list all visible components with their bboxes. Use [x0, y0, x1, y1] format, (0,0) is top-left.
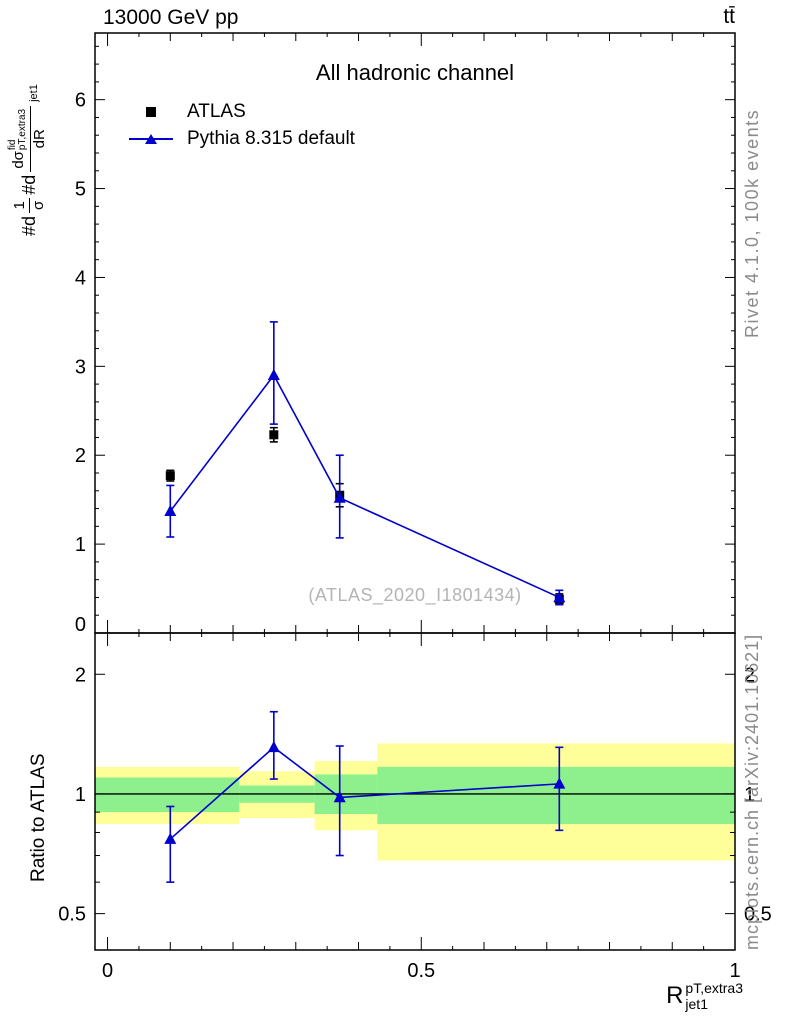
svg-text:0.5: 0.5 [744, 904, 772, 926]
legend-pythia-label: Pythia 8.315 default [187, 127, 355, 149]
legend-entry-pythia: Pythia 8.315 default [128, 125, 355, 152]
ratio-y-axis-label: Ratio to ATLAS [28, 753, 49, 883]
x-axis-label: R pT,extra3 jet1 [95, 980, 743, 1012]
svg-text:1: 1 [744, 784, 755, 806]
atlas-data-series [165, 426, 564, 606]
svg-text:0.5: 0.5 [407, 960, 435, 982]
atlas-square-icon [128, 105, 174, 119]
axis-ticks [95, 33, 736, 950]
data-point-triangle [164, 504, 177, 517]
svg-text:4: 4 [75, 267, 86, 289]
svg-text:2: 2 [75, 664, 86, 686]
green-band [377, 766, 735, 825]
legend-atlas-label: ATLAS [187, 100, 246, 122]
data-point-square [165, 471, 175, 481]
x-axis-label-sup: pT,extra3 [685, 980, 743, 996]
data-point-triangle [267, 740, 280, 753]
svg-text:3: 3 [75, 356, 86, 378]
pythia-line-triangle-icon [128, 132, 174, 146]
data-point-triangle [267, 368, 280, 381]
analysis-id-watermark: (ATLAS_2020_I1801434) [308, 585, 522, 605]
legend: ATLAS Pythia 8.315 default [128, 98, 355, 152]
main-y-axis-label: #d 1 σ #d dσ fid pT,extra3 dR jet1 [7, 84, 48, 236]
pythia-data-series [164, 321, 566, 606]
axis-tick-labels: 0 1 2 3 4 5 6 0.5 0.5 1 1 2 2 0 0.5 1 [58, 90, 772, 982]
svg-text:2: 2 [75, 445, 86, 467]
svg-text:1: 1 [75, 534, 86, 556]
x-axis-label-scripts: pT,extra3 jet1 [685, 980, 743, 1012]
svg-text:5: 5 [75, 179, 86, 201]
x-axis-label-base: R [666, 982, 684, 1010]
ylabel-fraction-1: 1 σ [11, 198, 47, 213]
ylabel-prefix: #d [18, 215, 39, 236]
data-point-triangle [333, 790, 346, 803]
plot-title: All hadronic channel [315, 60, 515, 85]
beam-energy-label: 13000 GeV pp [103, 6, 239, 29]
data-point-triangle [164, 832, 177, 844]
svg-text:6: 6 [75, 90, 86, 112]
ratio-data-series [164, 710, 566, 883]
rivet-version-note: Rivet 4.1.0, 100k events [742, 108, 762, 338]
data-point-triangle [553, 590, 566, 603]
ratio-panel-frame [94, 632, 736, 951]
mcplots-reference-note: mcplots.cern.ch [arXiv:2401.10621] [742, 633, 762, 950]
svg-text:0: 0 [102, 960, 113, 982]
ylabel-num-scripts: fid pT,extra3 [7, 108, 28, 151]
data-point-triangle [333, 491, 346, 503]
legend-entry-atlas: ATLAS [128, 98, 355, 125]
process-label: tt̄ [723, 5, 735, 28]
svg-text:1: 1 [729, 960, 740, 982]
ylabel-trailing-sub: jet1 [28, 84, 41, 102]
ratio-uncertainty-bands [95, 743, 735, 861]
svg-text:2: 2 [744, 664, 755, 686]
ylabel-num-base: dσ [10, 151, 27, 169]
data-point-triangle [553, 777, 566, 789]
ylabel-fraction-2: dσ fid pT,extra3 dR [7, 105, 48, 172]
data-point-square [269, 430, 279, 440]
svg-text:1: 1 [75, 784, 86, 806]
x-axis-label-sub: jet1 [685, 996, 708, 1013]
svg-text:0: 0 [75, 614, 86, 636]
ylabel-mid: #d [18, 174, 39, 195]
svg-text:0.5: 0.5 [58, 904, 86, 926]
